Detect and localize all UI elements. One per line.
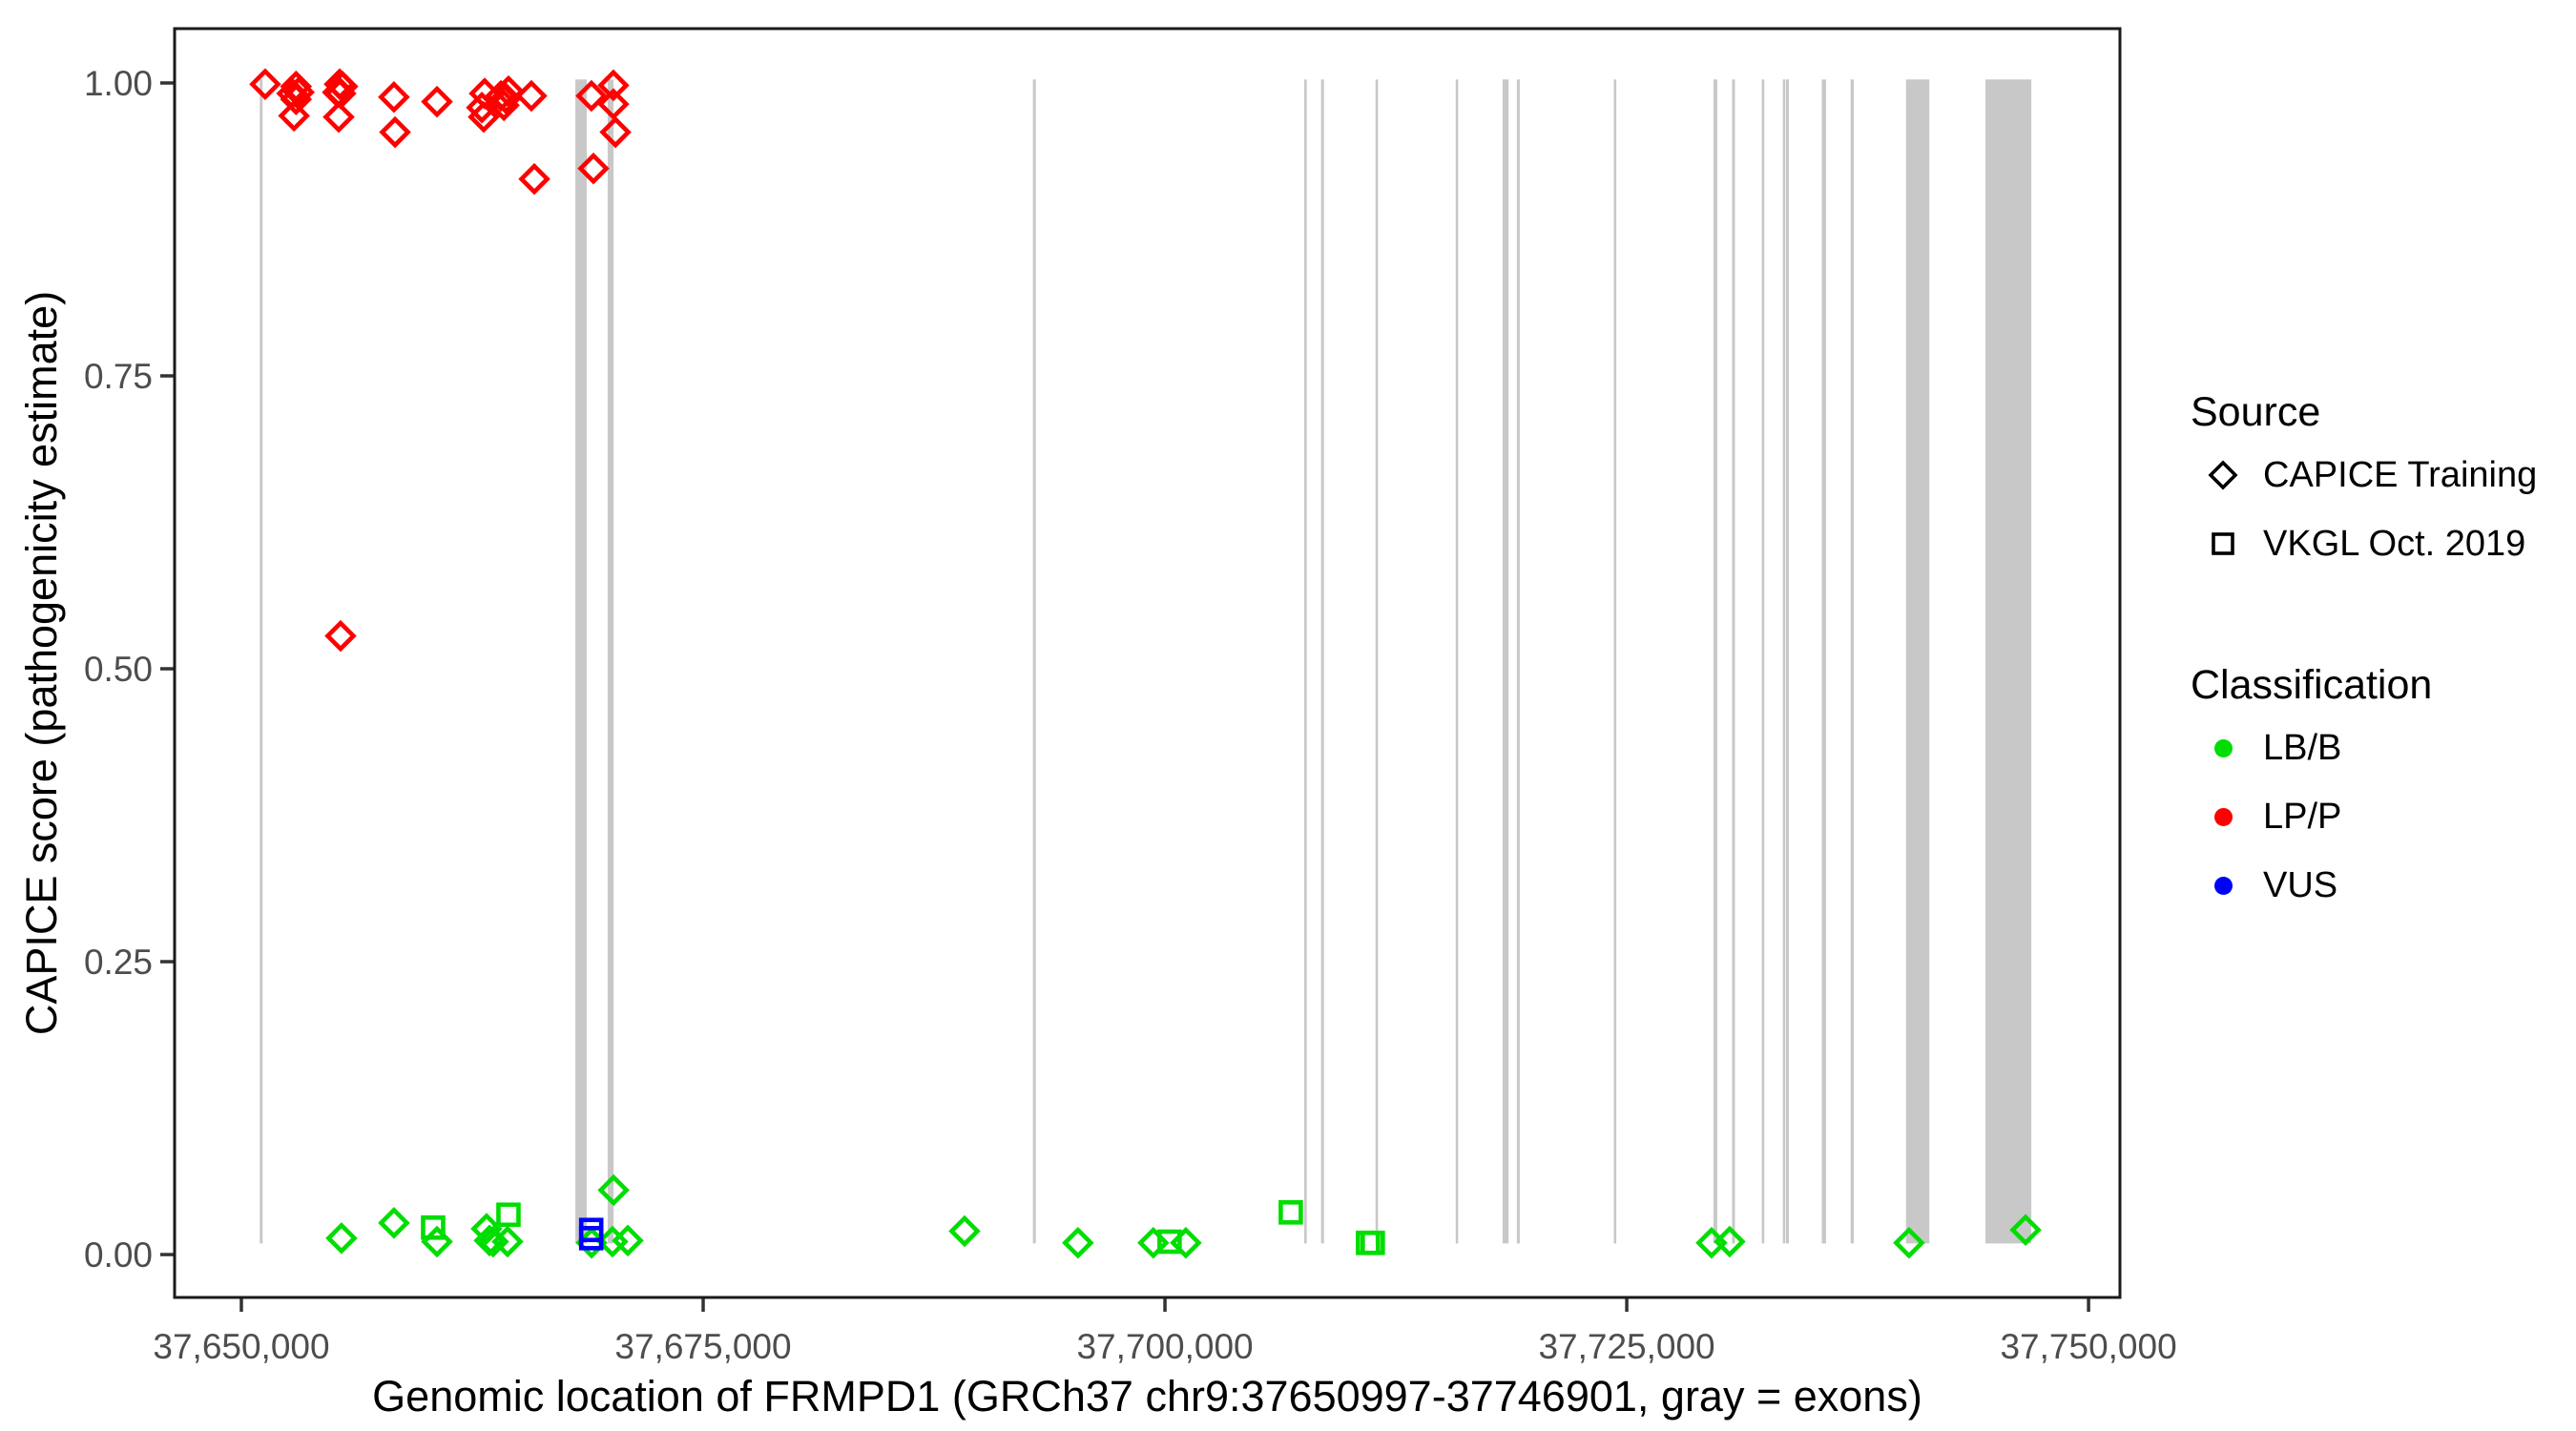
legend-classification-title: Classification: [2191, 662, 2433, 708]
data-point: [1278, 1200, 1303, 1225]
square-key-icon: [2191, 528, 2255, 560]
data-point: [379, 115, 411, 149]
data-point: [1714, 1225, 1746, 1258]
data-point: [599, 115, 632, 149]
y-tick-label: 1.00: [84, 64, 153, 103]
exon-bar: [1516, 79, 1520, 1244]
data-point: [577, 152, 610, 185]
legend-item-vkgl: VKGL Oct. 2019: [2191, 509, 2537, 578]
y-tick-label: 0.25: [84, 943, 153, 982]
data-point: [597, 1173, 630, 1207]
exon-bar: [1713, 79, 1717, 1244]
exon-bar: [260, 79, 263, 1244]
exon-bar: [1032, 79, 1036, 1244]
data-point: [491, 1225, 524, 1258]
panel-border: [173, 27, 2122, 1299]
data-point: [322, 100, 355, 134]
exon-bar: [1613, 79, 1617, 1244]
data-point: [948, 1214, 981, 1248]
x-tick-label: 37,725,000: [1538, 1327, 1714, 1366]
data-point: [421, 1225, 453, 1258]
exon-bar: [1782, 79, 1786, 1244]
data-point: [278, 99, 310, 133]
exon-bar: [1850, 79, 1855, 1244]
data-point: [249, 68, 281, 100]
exon-bar: [1502, 79, 1509, 1244]
data-point: [1170, 1227, 1202, 1259]
legend-item-capice-training: CAPICE Training: [2191, 441, 2537, 509]
exon-bar: [1821, 79, 1826, 1244]
exon-bar: [1320, 79, 1324, 1244]
exon-bar: [1455, 79, 1459, 1244]
data-point: [597, 69, 630, 102]
data-point: [1893, 1227, 1925, 1259]
legend-classification: Classification LB/B LP/P VUS: [2191, 656, 2432, 920]
data-point: [612, 1224, 644, 1257]
legend-label-capice-training: CAPICE Training: [2263, 454, 2538, 495]
data-point: [2009, 1213, 2042, 1247]
exon-bar: [1785, 79, 1790, 1244]
data-point: [578, 1226, 604, 1251]
exon-bar: [575, 79, 588, 1244]
data-point: [378, 80, 410, 114]
data-point: [324, 619, 357, 653]
data-point: [1062, 1227, 1094, 1259]
legend-source: Source CAPICE Training VKGL Oct. 2019: [2191, 384, 2537, 578]
exon-bar: [1761, 79, 1765, 1244]
exon-bar: [1985, 79, 2032, 1244]
data-point: [515, 79, 548, 113]
data-point: [325, 1222, 358, 1255]
exon-bar: [607, 79, 614, 1244]
x-tick-label: 37,700,000: [1076, 1327, 1253, 1366]
legend-label-lbb: LB/B: [2263, 727, 2342, 768]
exon-bar: [1905, 79, 1930, 1244]
data-point: [467, 100, 500, 134]
red-dot-icon: [2191, 807, 2255, 826]
data-point: [1361, 1230, 1385, 1255]
data-point: [575, 79, 608, 113]
data-point: [470, 1213, 503, 1245]
exon-bar: [1304, 79, 1307, 1244]
exon-bar: [1732, 79, 1735, 1244]
data-point: [421, 1215, 446, 1240]
y-tick-label: 0.75: [84, 357, 153, 396]
exon-bar: [1375, 79, 1379, 1244]
data-point: [280, 83, 313, 115]
y-tick-label: 0.50: [84, 650, 153, 689]
data-point: [378, 1207, 410, 1239]
data-point: [1157, 1229, 1182, 1255]
x-tick-label: 37,675,000: [614, 1327, 791, 1366]
legend-source-title: Source: [2191, 389, 2321, 435]
legend-item-lbb: LB/B: [2191, 714, 2432, 782]
data-point: [518, 162, 551, 196]
y-axis-title: CAPICE score (pathogenicity estimate): [17, 290, 66, 1036]
data-point: [492, 74, 525, 108]
green-dot-icon: [2191, 738, 2255, 757]
legend-item-vus: VUS: [2191, 851, 2432, 920]
x-tick-label: 37,750,000: [2000, 1327, 2176, 1366]
data-point: [496, 1202, 521, 1228]
legend-item-lpp: LP/P: [2191, 782, 2432, 851]
x-tick-label: 37,650,000: [153, 1327, 329, 1366]
blue-dot-icon: [2191, 876, 2255, 895]
x-axis-title: Genomic location of FRMPD1 (GRCh37 chr9:…: [372, 1372, 1922, 1421]
data-point: [421, 85, 453, 118]
legend-label-vkgl: VKGL Oct. 2019: [2263, 523, 2526, 564]
data-point: [1137, 1227, 1170, 1259]
legend-label-lpp: LP/P: [2263, 796, 2342, 837]
y-tick-label: 0.00: [84, 1235, 153, 1275]
diamond-key-icon: [2191, 459, 2255, 491]
legend-label-vus: VUS: [2263, 864, 2338, 905]
data-point: [597, 88, 630, 120]
